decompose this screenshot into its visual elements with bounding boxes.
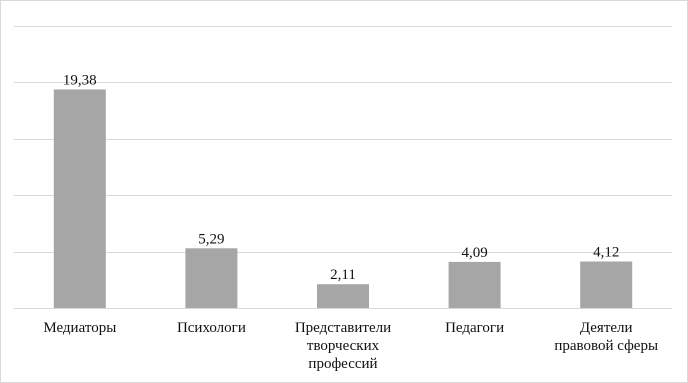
category-label-4: Педагоги: [445, 320, 504, 336]
bar-1: [53, 89, 106, 309]
value-label-2: 5,29: [198, 231, 224, 247]
category-label-line: Медиаторы: [43, 320, 116, 336]
category-label-line: Психологи: [177, 320, 246, 336]
category-label-3: Представители творческих профессий: [295, 320, 391, 372]
category-label-5: Деятели правовой сферы: [554, 320, 658, 354]
category-label-2: Психологи: [177, 320, 246, 336]
bar-5: [580, 261, 633, 308]
bar-4: [448, 261, 501, 308]
value-label-5: 4,12: [593, 245, 619, 261]
gridlines: [14, 26, 672, 309]
value-label-4: 4,09: [461, 245, 487, 261]
category-labels: Медиаторы Психологи Представители творчески…: [43, 320, 658, 372]
category-label-1: Медиаторы: [43, 320, 116, 336]
value-label-1: 19,38: [63, 72, 97, 88]
bars: [53, 89, 633, 309]
category-label-line: Педагоги: [445, 320, 504, 336]
value-label-3: 2,11: [330, 267, 356, 283]
category-label-line: Представители: [295, 320, 391, 336]
category-label-line: профессий: [308, 356, 377, 372]
bar-2: [185, 248, 238, 308]
bar-3: [317, 284, 369, 308]
category-label-line: Деятели: [580, 320, 633, 336]
category-label-line: творческих: [307, 338, 380, 354]
category-label-line: правовой сферы: [554, 338, 658, 354]
value-labels: 19,38 5,29 2,11 4,09 4,12: [63, 72, 619, 283]
